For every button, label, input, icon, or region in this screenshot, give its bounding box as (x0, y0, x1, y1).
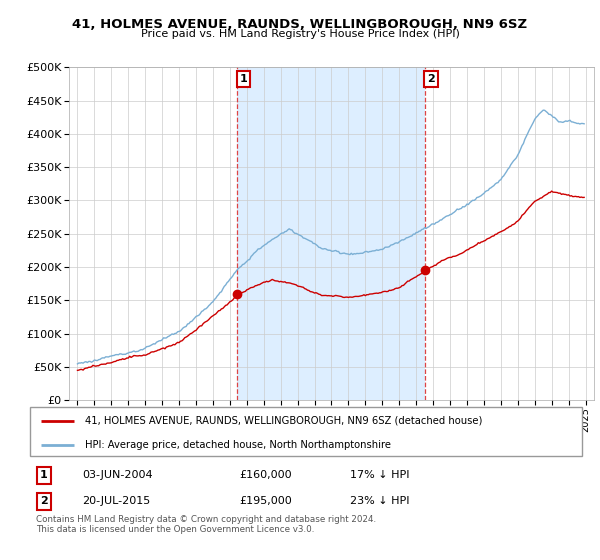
Text: 2: 2 (40, 496, 47, 506)
Text: 41, HOLMES AVENUE, RAUNDS, WELLINGBOROUGH, NN9 6SZ: 41, HOLMES AVENUE, RAUNDS, WELLINGBOROUG… (73, 18, 527, 31)
Text: Contains HM Land Registry data © Crown copyright and database right 2024.
This d: Contains HM Land Registry data © Crown c… (35, 515, 376, 534)
Text: £160,000: £160,000 (240, 470, 292, 480)
Bar (237, 67, 425, 400)
Text: 17% ↓ HPI: 17% ↓ HPI (350, 470, 410, 480)
Text: 1: 1 (40, 470, 47, 480)
Text: Price paid vs. HM Land Registry's House Price Index (HPI): Price paid vs. HM Land Registry's House … (140, 29, 460, 39)
Text: 23% ↓ HPI: 23% ↓ HPI (350, 496, 410, 506)
Text: 03-JUN-2004: 03-JUN-2004 (82, 470, 153, 480)
Text: 1: 1 (239, 74, 247, 84)
Text: 2: 2 (427, 74, 435, 84)
Text: 20-JUL-2015: 20-JUL-2015 (82, 496, 151, 506)
Text: 41, HOLMES AVENUE, RAUNDS, WELLINGBOROUGH, NN9 6SZ (detached house): 41, HOLMES AVENUE, RAUNDS, WELLINGBOROUG… (85, 416, 482, 426)
Text: HPI: Average price, detached house, North Northamptonshire: HPI: Average price, detached house, Nort… (85, 440, 391, 450)
Text: £195,000: £195,000 (240, 496, 293, 506)
